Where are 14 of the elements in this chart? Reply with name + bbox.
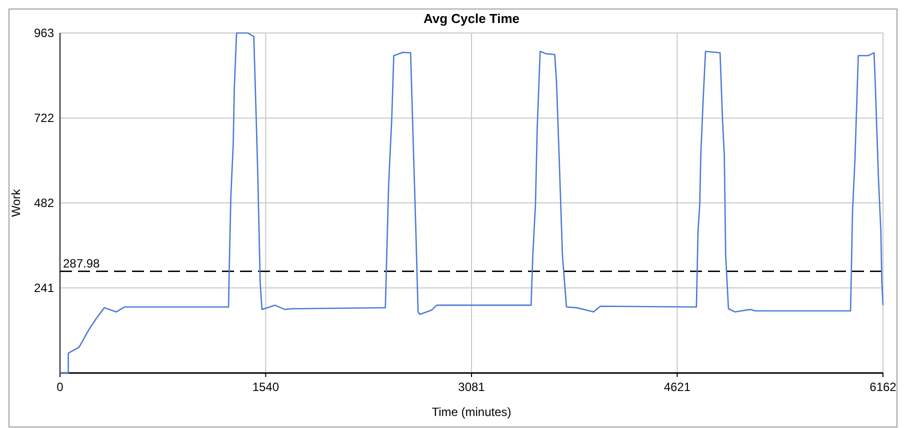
y-tick-label: 241 <box>34 280 54 295</box>
x-tick-label: 4621 <box>664 380 691 394</box>
x-tick-label: 3081 <box>458 380 486 394</box>
x-axis-title: Time (minutes) <box>432 405 512 419</box>
y-tick-label: 963 <box>34 26 54 40</box>
line-series <box>59 32 884 374</box>
x-tick-label: 1540 <box>252 380 280 394</box>
chart-title: Avg Cycle Time <box>423 11 520 26</box>
y-axis-title: Work <box>9 188 23 217</box>
y-tick-label: 482 <box>34 196 54 210</box>
y-tick-label: 722 <box>34 111 54 126</box>
ref-line-label: 287.98 <box>63 256 100 270</box>
x-tick-label: 0 <box>56 380 64 394</box>
x-tick-label: 6162 <box>870 380 897 394</box>
